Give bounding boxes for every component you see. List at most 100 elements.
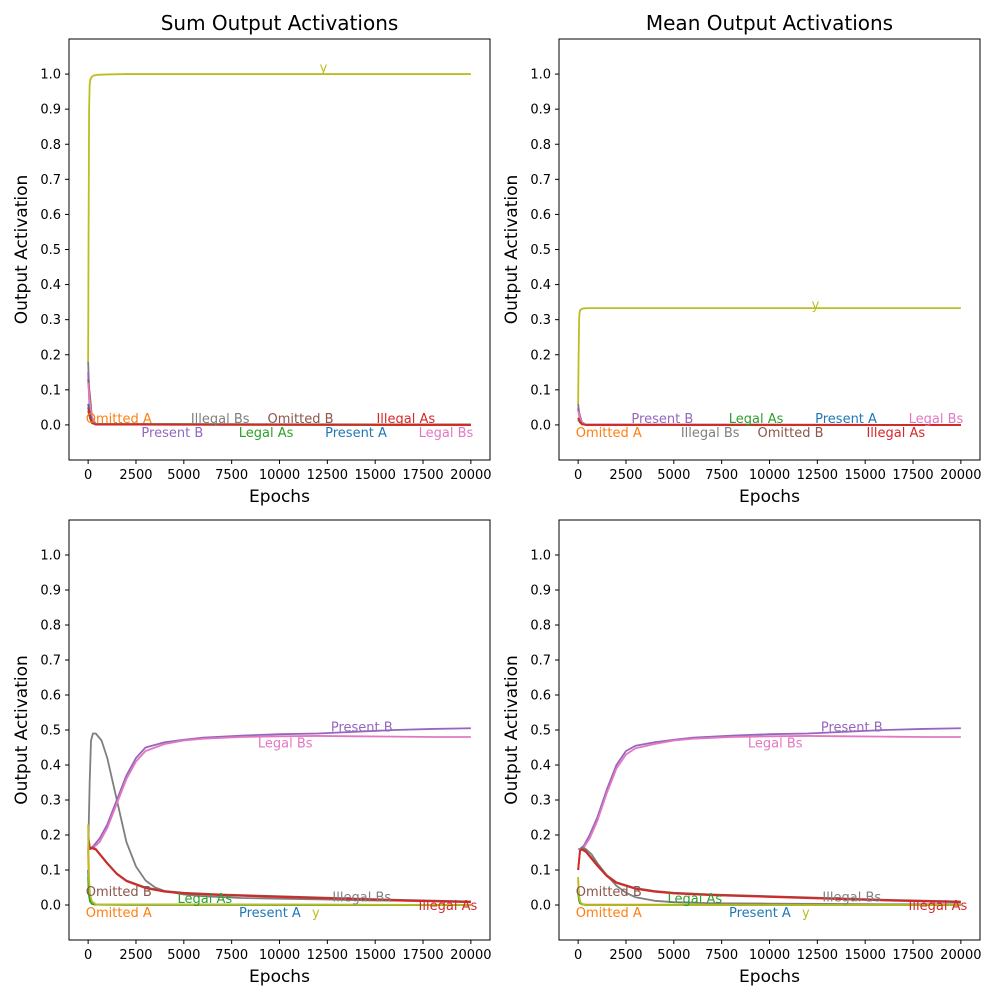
x-tick-label: 15000 <box>355 948 396 963</box>
series-annotation: y <box>812 298 820 313</box>
y-axis-label: Output Activation <box>12 175 32 325</box>
x-tick-label: 20000 <box>940 468 981 483</box>
y-tick-label: 0.1 <box>40 383 61 398</box>
y-tick-label: 0.9 <box>530 584 551 599</box>
x-tick-label: 17500 <box>892 948 933 963</box>
series-line-illegal-bs <box>577 846 961 906</box>
series-annotation: Legal As <box>239 426 294 441</box>
y-tick-label: 0.8 <box>40 619 61 634</box>
series-line-illegal-as <box>87 407 471 426</box>
x-tick-label: 0 <box>574 468 582 483</box>
x-tick-label: 17500 <box>402 948 443 963</box>
series-annotation: Present A <box>325 426 387 441</box>
series-line-illegal-as <box>87 838 471 904</box>
x-tick-label: 7500 <box>705 468 738 483</box>
series-annotation: Omitted A <box>576 906 642 921</box>
x-tick-label: 0 <box>574 948 582 963</box>
series-annotation: Illegal As <box>909 899 968 914</box>
y-tick-label: 0.2 <box>40 348 61 363</box>
x-tick-label: 7500 <box>215 948 248 963</box>
series-line-y <box>577 307 961 404</box>
x-tick-label: 20000 <box>940 948 981 963</box>
series-annotation: Illegal As <box>419 899 478 914</box>
x-tick-label: 10000 <box>259 468 300 483</box>
series-annotation: Present A <box>239 906 301 921</box>
y-tick-label: 1.0 <box>40 549 61 564</box>
series-annotation: Omitted A <box>576 426 642 441</box>
y-tick-label: 0.0 <box>530 418 551 433</box>
series-annotation: y <box>802 906 810 921</box>
x-tick-label: 0 <box>84 948 92 963</box>
y-tick-label: 0.8 <box>530 138 551 153</box>
y-tick-label: 0.0 <box>530 899 551 914</box>
series-annotation: Legal Bs <box>748 736 803 751</box>
series-annotation: Illegal As <box>376 412 435 427</box>
x-tick-label: 15000 <box>845 468 886 483</box>
y-tick-label: 0.9 <box>40 584 61 599</box>
y-tick-label: 0.1 <box>40 864 61 879</box>
y-tick-label: 0.0 <box>40 899 61 914</box>
series-line-illegal-as <box>577 848 961 904</box>
x-tick-label: 2500 <box>609 948 642 963</box>
y-axis-label: Output Activation <box>12 655 32 805</box>
y-tick-label: 0.4 <box>40 278 61 293</box>
y-tick-label: 0.8 <box>40 138 61 153</box>
y-tick-label: 0.7 <box>530 654 551 669</box>
x-tick-label: 17500 <box>892 468 933 483</box>
x-tick-label: 5000 <box>657 468 690 483</box>
x-tick-label: 10000 <box>259 948 300 963</box>
series-annotation: Present A <box>815 412 877 427</box>
x-tick-label: 0 <box>84 468 92 483</box>
y-tick-label: 0.6 <box>40 689 61 704</box>
series-annotation: Present B <box>141 426 203 441</box>
series-line-present-b <box>578 727 961 850</box>
y-tick-label: 0.3 <box>530 313 551 328</box>
series-line-legal-bs <box>578 735 961 850</box>
y-tick-label: 0.9 <box>40 103 61 118</box>
y-tick-label: 0.5 <box>40 724 61 739</box>
y-tick-label: 0.8 <box>530 619 551 634</box>
series-line-y <box>577 876 961 906</box>
y-axis-label: Output Activation <box>502 175 522 325</box>
series-line-legal-bs <box>88 735 471 850</box>
x-tick-label: 5000 <box>657 948 690 963</box>
series-annotation: Legal As <box>668 892 723 907</box>
x-tick-label: 10000 <box>749 468 790 483</box>
series-annotation: Omitted A <box>86 906 152 921</box>
y-tick-label: 0.5 <box>530 724 551 739</box>
y-tick-label: 0.6 <box>530 208 551 223</box>
y-tick-label: 1.0 <box>530 68 551 83</box>
y-tick-label: 0.3 <box>530 794 551 809</box>
x-tick-label: 12500 <box>797 468 838 483</box>
chart-panel-4: 0 2500 5000 7500 10000 12500 15000 17500 20000 0.… <box>502 519 982 987</box>
x-tick-label: 2500 <box>119 468 152 483</box>
y-tick-label: 1.0 <box>530 549 551 564</box>
y-tick-label: 0.4 <box>530 759 551 774</box>
x-axis-label: Epochs <box>249 967 310 987</box>
series-annotation: Legal Bs <box>909 412 964 427</box>
y-axis-label: Output Activation <box>502 655 522 805</box>
x-tick-label: 12500 <box>307 468 348 483</box>
x-tick-label: 15000 <box>355 468 396 483</box>
y-tick-label: 0.7 <box>530 173 551 188</box>
series-line-y <box>87 73 471 362</box>
series-annotation: Present A <box>729 906 791 921</box>
y-tick-label: 0.6 <box>530 689 551 704</box>
y-tick-label: 0.3 <box>40 794 61 809</box>
y-tick-label: 0.4 <box>530 278 551 293</box>
x-tick-label: 15000 <box>845 948 886 963</box>
y-tick-label: 0.2 <box>530 348 551 363</box>
series-annotation: Legal Bs <box>258 736 313 751</box>
y-tick-label: 0.4 <box>40 759 61 774</box>
x-tick-label: 20000 <box>450 468 491 483</box>
series-annotation: Legal As <box>178 892 233 907</box>
series-annotation: Omitted B <box>758 426 824 441</box>
y-tick-label: 0.5 <box>530 243 551 258</box>
y-tick-label: 0.1 <box>530 864 551 879</box>
plot-frame <box>558 38 981 461</box>
x-tick-label: 7500 <box>215 468 248 483</box>
y-tick-label: 0.2 <box>40 829 61 844</box>
x-tick-label: 10000 <box>749 948 790 963</box>
y-tick-label: 0.1 <box>530 383 551 398</box>
x-tick-label: 5000 <box>167 948 200 963</box>
